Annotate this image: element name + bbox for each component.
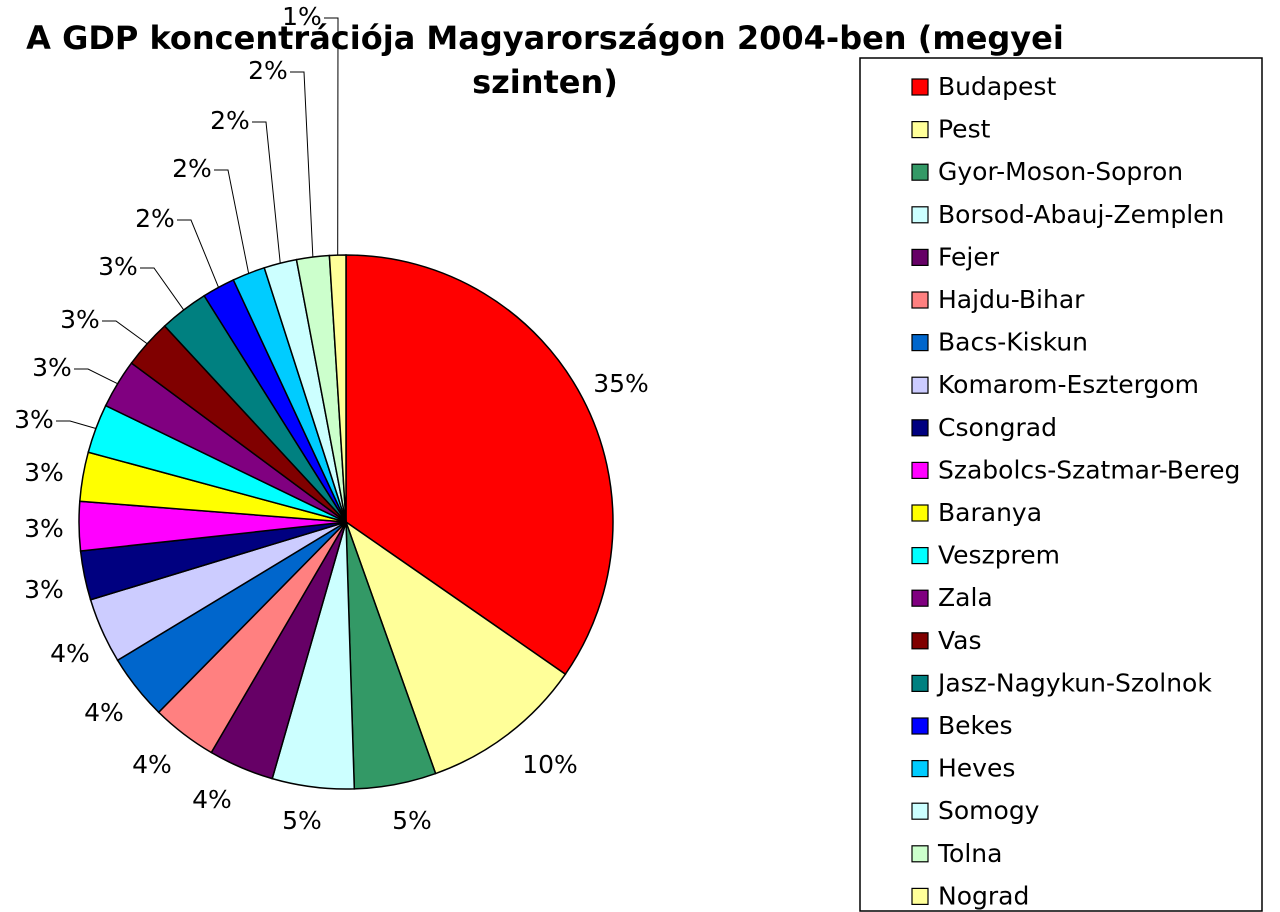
data-label: 35% <box>593 369 649 398</box>
legend-label: Pest <box>938 115 991 144</box>
data-label: 2% <box>135 204 175 233</box>
chart-title: A GDP koncentrációja Magyarországon 2004… <box>26 19 1064 101</box>
legend-label: Tolna <box>937 839 1002 868</box>
legend-label: Vas <box>938 626 982 655</box>
legend-label: Veszprem <box>938 541 1060 570</box>
legend-swatch <box>911 376 929 394</box>
legend-label: Csongrad <box>938 413 1057 442</box>
data-label: 3% <box>14 405 54 434</box>
pie-slice <box>344 520 567 775</box>
legend-swatch <box>911 461 929 479</box>
legend-swatch <box>911 632 929 650</box>
data-label: 4% <box>84 698 124 727</box>
legend-swatch <box>911 845 929 863</box>
legend-label: Budapest <box>938 72 1056 101</box>
legend-label: Nograd <box>938 881 1029 910</box>
legend-label: Szabolcs-Szatmar-Bereg <box>938 455 1240 484</box>
leader-line <box>214 169 250 274</box>
data-label: 3% <box>24 514 64 543</box>
data-label: 3% <box>24 575 64 604</box>
legend-swatch <box>911 163 929 181</box>
data-label: 5% <box>282 806 322 835</box>
legend-label: Bekes <box>938 711 1013 740</box>
legend-swatch <box>911 759 929 778</box>
leader-line <box>324 17 339 256</box>
legend-label: Baranya <box>938 498 1042 527</box>
pie-slice <box>345 254 614 676</box>
data-label: 2% <box>248 56 288 85</box>
legend-swatch <box>911 504 929 522</box>
leader-line <box>252 121 281 264</box>
legend-label: Hajdu-Bihar <box>938 285 1085 314</box>
leader-line <box>56 420 97 429</box>
data-label: 3% <box>32 353 72 382</box>
leader-line <box>290 71 314 258</box>
legend-label: Somogy <box>938 796 1040 825</box>
data-label: 5% <box>392 806 432 835</box>
data-label: 4% <box>132 750 172 779</box>
data-label: 2% <box>172 154 212 183</box>
data-label: 3% <box>24 458 64 487</box>
legend-swatch <box>911 589 929 607</box>
data-label: 4% <box>50 639 90 668</box>
legend-swatch <box>911 120 929 139</box>
leader-line <box>102 320 148 345</box>
leader-line <box>140 267 185 311</box>
legend-swatch <box>911 419 929 437</box>
data-label: 2% <box>210 106 250 135</box>
legend-label: Gyor-Moson-Sopron <box>938 157 1183 186</box>
legend-label: Bacs-Kiskun <box>938 328 1088 357</box>
legend-swatch <box>911 78 929 96</box>
data-label: 3% <box>60 305 100 334</box>
legend-label: Zala <box>938 583 993 612</box>
data-label: 1% <box>282 2 322 31</box>
legend-label: Borsod-Abauj-Zemplen <box>938 200 1224 229</box>
legend-swatch <box>911 206 929 224</box>
legend-label: Fejer <box>938 242 1000 271</box>
legend-swatch <box>911 802 929 820</box>
leader-line <box>74 368 118 385</box>
legend-swatch <box>911 674 929 693</box>
data-label: 3% <box>98 252 138 281</box>
legend-label: Heves <box>938 754 1015 783</box>
legend-swatch <box>911 334 929 352</box>
legend-swatch <box>911 248 929 266</box>
legend-label: Jasz-Nagykun-Szolnok <box>936 668 1212 697</box>
legend-swatch <box>911 546 929 565</box>
data-label: 10% <box>522 750 578 779</box>
leader-line <box>177 219 220 288</box>
data-label: 4% <box>192 785 232 814</box>
legend-swatch <box>911 291 929 309</box>
legend-swatch <box>911 717 929 735</box>
legend-swatch <box>911 887 929 906</box>
legend-label: Komarom-Esztergom <box>938 370 1199 399</box>
